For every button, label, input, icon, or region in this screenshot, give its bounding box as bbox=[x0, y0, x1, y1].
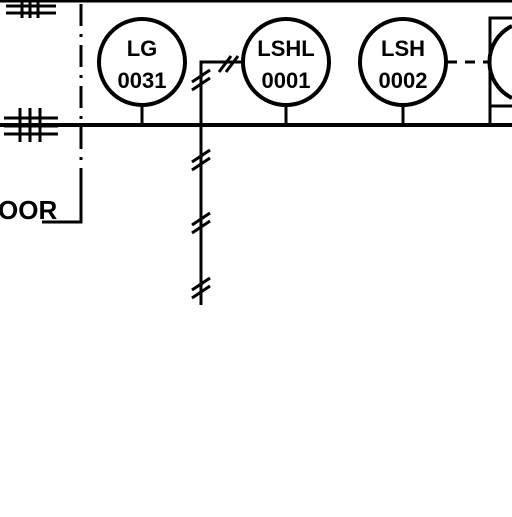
instrument-tag: LG bbox=[127, 36, 158, 61]
hatch-symbol-top bbox=[6, 0, 56, 18]
instrument-tag: LSHL bbox=[257, 36, 314, 61]
instrument-number: 0031 bbox=[118, 68, 167, 93]
hatch-symbol-middle bbox=[4, 108, 58, 142]
instrument-number: 0002 bbox=[379, 68, 428, 93]
instrument-number: 0001 bbox=[262, 68, 311, 93]
instrument-bubble-lg-0031: LG 0031 bbox=[97, 17, 187, 125]
partial-label-text: OOR bbox=[0, 195, 57, 225]
instrument-tag: LSH bbox=[381, 36, 425, 61]
instrument-box-partial bbox=[487, 16, 512, 125]
instrument-bubble-lsh-0002: LSH 0002 bbox=[358, 17, 448, 125]
boundary-corner-line bbox=[42, 180, 83, 224]
electrical-signal-line bbox=[191, 55, 243, 305]
